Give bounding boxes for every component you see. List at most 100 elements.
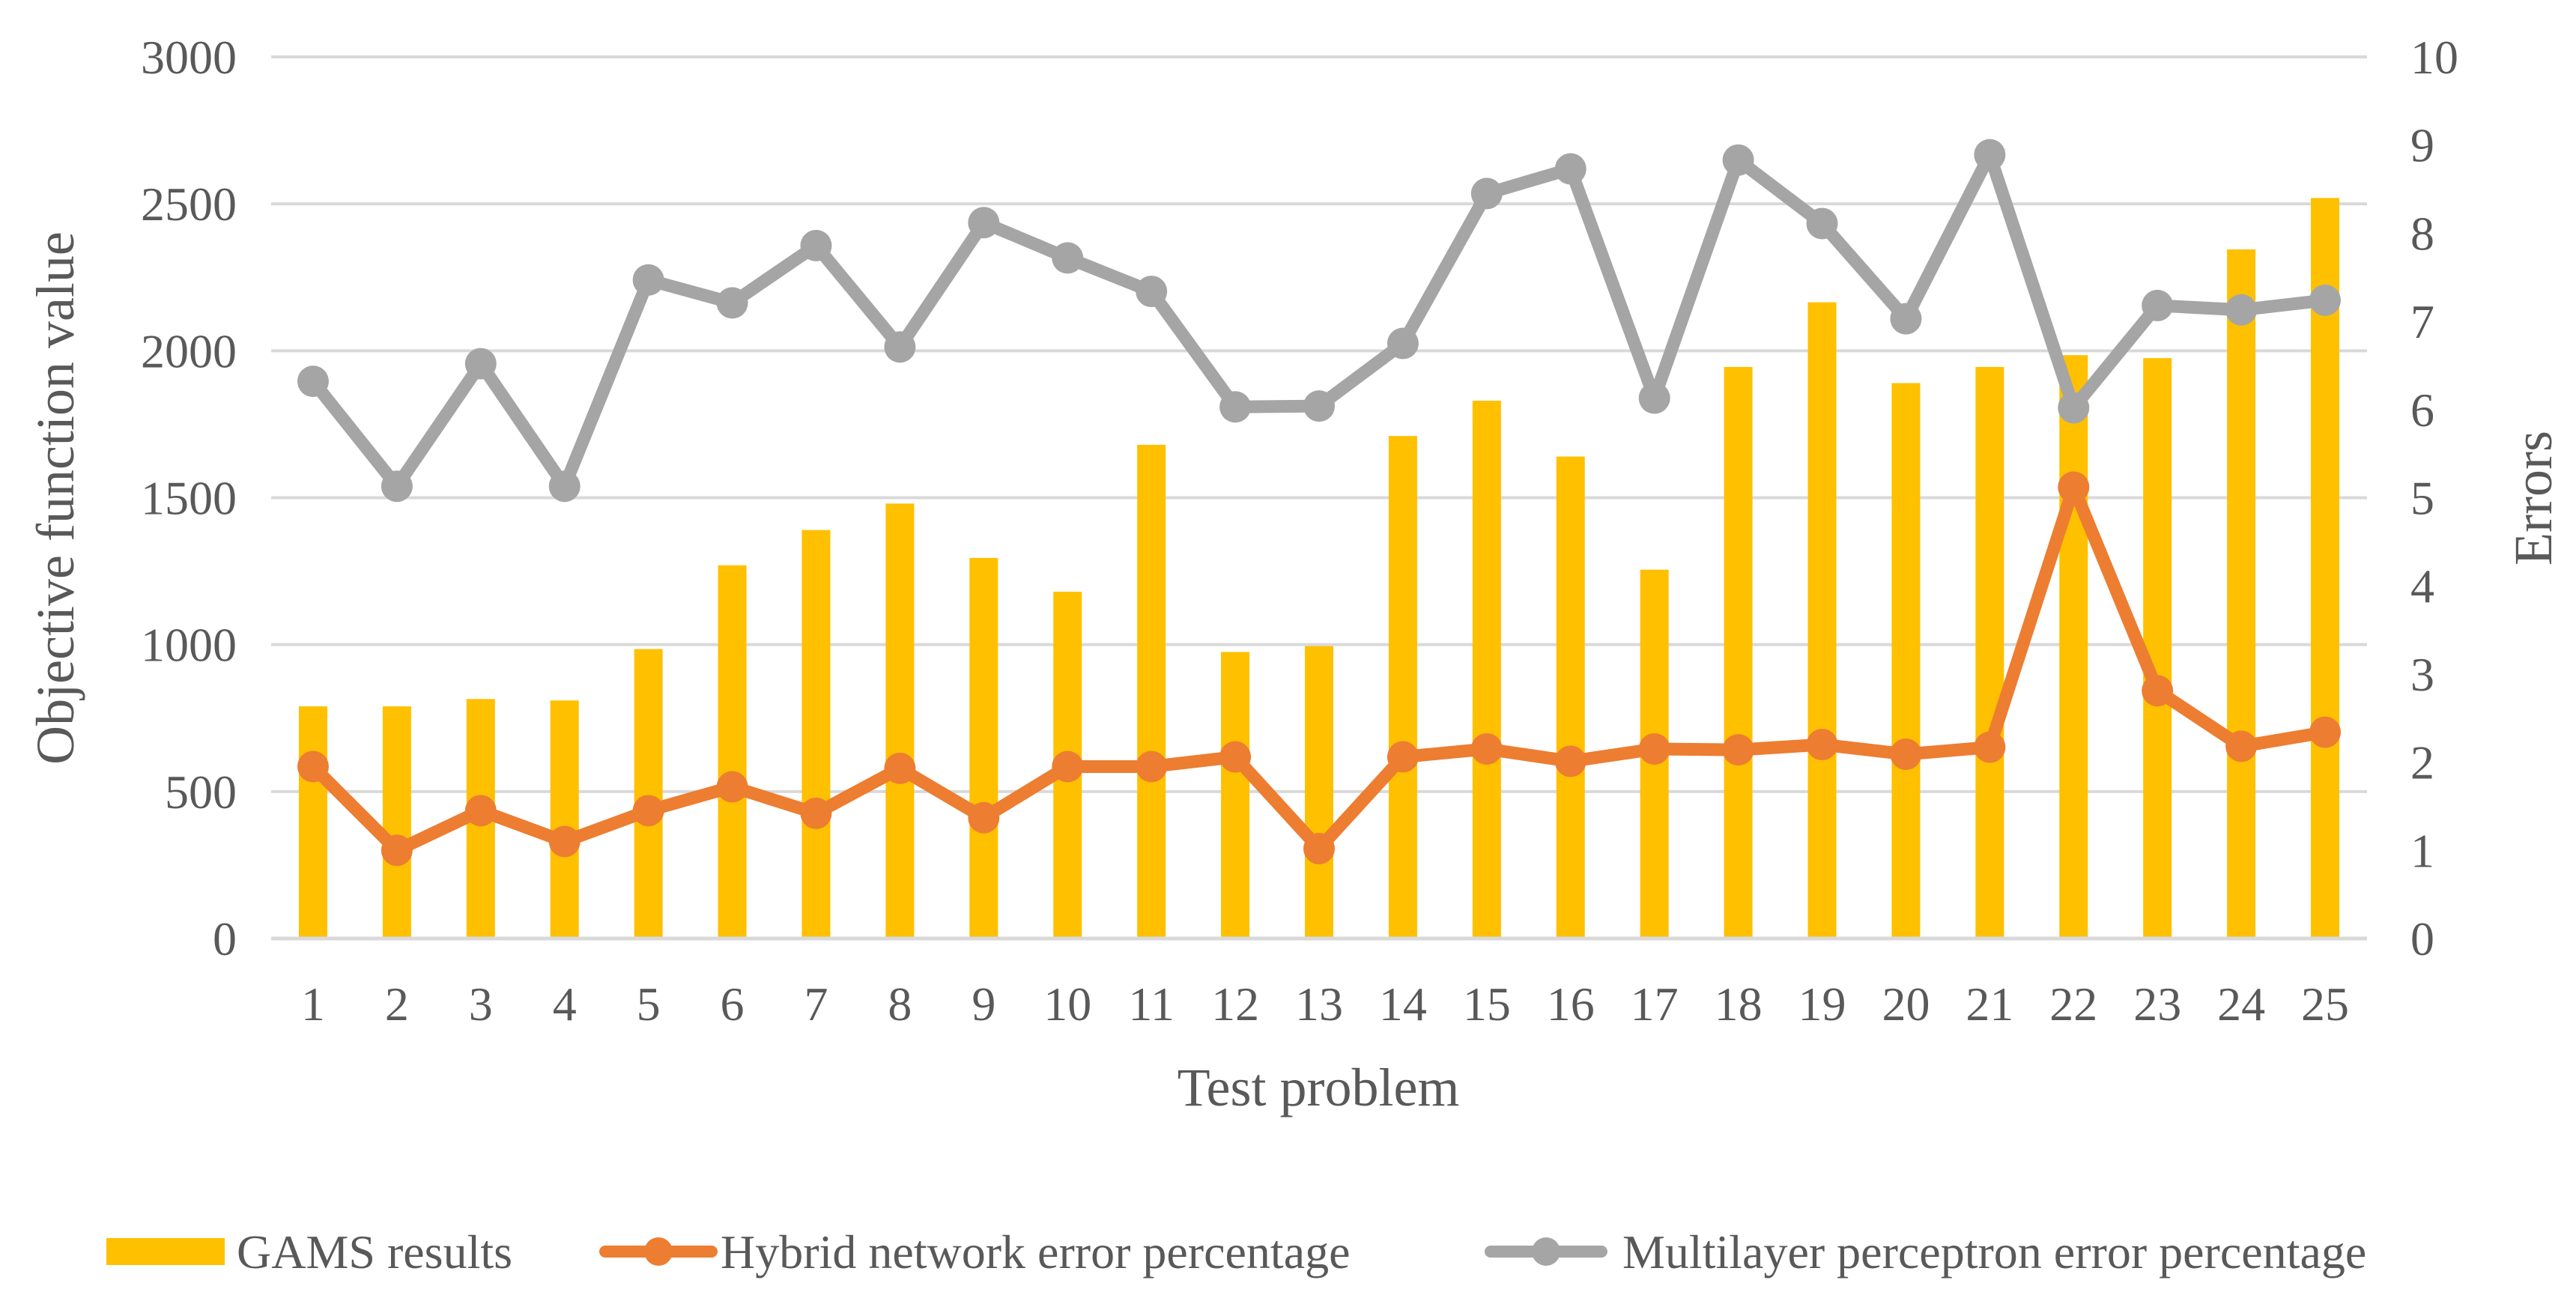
mlp-error-point <box>1470 178 1503 210</box>
hybrid-error-point <box>1387 741 1419 773</box>
mlp-error-point <box>1219 391 1252 423</box>
mlp-error-point <box>884 331 916 363</box>
y-tick-label: 0 <box>213 912 237 965</box>
mlp-error-point <box>800 229 832 261</box>
y2-tick-label: 10 <box>2410 31 2458 84</box>
mlp-error-point <box>1638 382 1670 414</box>
hybrid-error-point <box>297 750 329 783</box>
hybrid-error-point <box>1303 832 1335 864</box>
mlp-error-point <box>1554 153 1586 185</box>
mlp-error-point <box>716 287 748 319</box>
bar <box>885 503 915 938</box>
hybrid-error-point <box>1470 733 1503 765</box>
x-tick-label: 25 <box>2301 977 2349 1031</box>
bar <box>969 557 998 938</box>
mlp-error-point <box>1303 390 1335 422</box>
x-tick-label: 8 <box>888 977 912 1031</box>
legend-label-hybrid: Hybrid network error percentage <box>721 1225 1351 1279</box>
legend-swatch-mlp-marker <box>1532 1237 1560 1266</box>
y2-tick-label: 6 <box>2410 383 2434 437</box>
y2-tick-label: 9 <box>2410 119 2434 172</box>
x-tick-label: 24 <box>2217 977 2265 1031</box>
y2-tick-label: 1 <box>2410 824 2434 877</box>
y-tick-label: 1000 <box>141 619 237 672</box>
mlp-error-point <box>2058 392 2090 424</box>
bar <box>1807 302 1837 938</box>
hybrid-error-point <box>2309 716 2342 748</box>
legend: GAMS results Hybrid network error percen… <box>106 1225 2366 1279</box>
y-tick-label: 2000 <box>141 324 237 377</box>
x-tick-label: 13 <box>1295 977 1343 1031</box>
bar <box>801 530 831 938</box>
mlp-error-point <box>2309 284 2342 316</box>
x-tick-label: 9 <box>972 977 995 1031</box>
x-tick-label: 6 <box>721 977 745 1031</box>
mlp-error-point <box>1806 207 1838 240</box>
x-tick-label: 11 <box>1128 977 1175 1031</box>
bar <box>1137 444 1166 938</box>
hybrid-error-point <box>2058 471 2090 503</box>
x-axis-title: Test problem <box>1178 1058 1460 1117</box>
mlp-error-point <box>968 207 1000 239</box>
x-tick-label: 21 <box>1966 977 2013 1031</box>
x-tick-label: 12 <box>1211 977 1259 1031</box>
x-tick-label: 17 <box>1631 977 1679 1031</box>
bar <box>2143 358 2172 938</box>
mlp-error-point <box>1722 144 1754 176</box>
bar <box>1388 436 1417 938</box>
hybrid-error-point <box>716 771 748 803</box>
mlp-error-point <box>2225 294 2258 326</box>
mlp-error-point <box>297 366 329 398</box>
hybrid-error-point <box>548 825 581 858</box>
hybrid-error-point <box>1890 739 1922 771</box>
x-tick-label: 15 <box>1463 977 1511 1031</box>
mlp-error-point <box>548 470 581 503</box>
bar <box>2311 198 2340 938</box>
mlp-error-point <box>1387 327 1419 360</box>
hybrid-error-point <box>800 797 832 829</box>
legend-swatch-hybrid-marker <box>644 1237 673 1266</box>
x-tick-label: 3 <box>469 977 493 1031</box>
hybrid-error-point <box>2225 730 2258 762</box>
hybrid-error-point <box>1052 750 1084 783</box>
hybrid-error-point <box>1638 733 1670 765</box>
hybrid-error-point <box>1722 734 1754 766</box>
x-tick-label: 5 <box>637 977 661 1031</box>
bar <box>634 649 663 938</box>
y2-tick-label: 2 <box>2410 736 2434 789</box>
hybrid-error-point <box>1136 750 1168 783</box>
mlp-error-point <box>381 470 413 503</box>
bar <box>1891 383 1921 938</box>
x-tick-label: 18 <box>1715 977 1763 1031</box>
x-tick-label: 10 <box>1043 977 1091 1031</box>
y2-axis-title: Errors <box>2503 431 2563 565</box>
y-tick-label: 3000 <box>141 31 237 84</box>
x-tick-label: 22 <box>2049 977 2097 1031</box>
hybrid-error-point <box>2142 675 2174 707</box>
x-tick-label: 1 <box>301 977 325 1031</box>
hybrid-error-point <box>884 752 916 784</box>
x-tick-label: 14 <box>1379 977 1427 1031</box>
bar <box>2227 249 2256 938</box>
x-tick-label: 16 <box>1547 977 1595 1031</box>
x-tick-label: 4 <box>553 977 577 1031</box>
mlp-error-point <box>632 264 664 296</box>
y-tick-label: 1500 <box>141 472 237 525</box>
bar-series-gams <box>298 198 2340 939</box>
bar <box>298 706 327 938</box>
y2-tick-label: 5 <box>2410 472 2434 525</box>
y2-tick-label: 7 <box>2410 295 2434 348</box>
line-series <box>297 139 2342 867</box>
x-tick-label: 19 <box>1798 977 1846 1031</box>
legend-label-gams: GAMS results <box>237 1225 512 1279</box>
legend-label-mlp: Multilayer perceptron error percentage <box>1622 1225 2366 1279</box>
hybrid-error-point <box>1554 745 1586 777</box>
y-tick-label: 500 <box>165 765 237 819</box>
bar <box>382 706 411 938</box>
x-tick-label: 20 <box>1882 977 1930 1031</box>
bar <box>1472 401 1501 938</box>
bar <box>1975 366 2004 939</box>
